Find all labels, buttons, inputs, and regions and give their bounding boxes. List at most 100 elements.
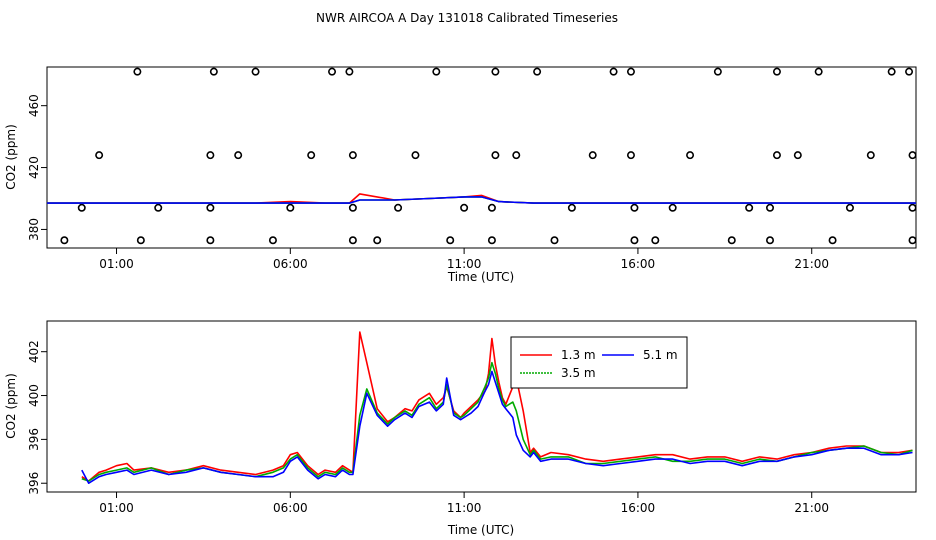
legend-box xyxy=(510,336,688,389)
data-point xyxy=(766,236,775,245)
data-point xyxy=(234,151,243,160)
y-tick-label: 396 xyxy=(27,428,41,451)
chart-title: NWR AIRCOA A Day 131018 Calibrated Times… xyxy=(316,11,618,25)
data-point xyxy=(95,151,104,160)
y-tick-label: 396 xyxy=(27,472,41,495)
plot-frame-top xyxy=(46,66,917,249)
x-tick-label: 01:00 xyxy=(99,257,134,271)
data-point xyxy=(908,151,917,160)
x-tick-label: 06:00 xyxy=(273,501,308,515)
data-point xyxy=(136,236,145,245)
data-point xyxy=(567,203,576,212)
data-point xyxy=(772,67,781,76)
data-point xyxy=(460,203,469,212)
scatter-points xyxy=(60,67,917,245)
x-tick-label: 16:00 xyxy=(621,501,656,515)
data-point xyxy=(845,203,854,212)
x-tick-label: 06:00 xyxy=(273,257,308,271)
legend: 1.3 m 5.1 m 3.5 m xyxy=(510,336,688,389)
data-point xyxy=(487,236,496,245)
y-axis-label-top: CO2 (ppm) xyxy=(4,124,18,190)
series-lines-bottom xyxy=(81,331,913,484)
data-point xyxy=(651,236,660,245)
data-point xyxy=(533,67,542,76)
legend-label-1.3m: 1.3 m xyxy=(561,348,596,362)
data-point xyxy=(772,151,781,160)
series-line-3.5m xyxy=(81,361,913,482)
legend-label-3.5m: 3.5 m xyxy=(561,366,596,380)
series-line-top-1 xyxy=(47,196,916,204)
data-point xyxy=(206,151,215,160)
data-point xyxy=(793,151,802,160)
data-point xyxy=(866,151,875,160)
x-tick-label: 01:00 xyxy=(99,501,134,515)
data-point xyxy=(630,203,639,212)
x-axis-label-bottom: Time (UTC) xyxy=(447,523,514,537)
data-point xyxy=(348,236,357,245)
data-point xyxy=(630,236,639,245)
data-point xyxy=(905,67,914,76)
y-axis-top: 380 420 460 xyxy=(27,94,47,241)
data-point xyxy=(668,203,677,212)
data-point xyxy=(491,151,500,160)
plot-frame-bottom xyxy=(46,320,917,493)
data-point xyxy=(268,236,277,245)
x-tick-label: 21:00 xyxy=(794,501,829,515)
data-point xyxy=(727,236,736,245)
data-point xyxy=(348,151,357,160)
series-line-top-2 xyxy=(47,196,916,204)
data-point xyxy=(446,236,455,245)
y-axis-bottom: 396 396 400 402 xyxy=(27,340,47,495)
data-point xyxy=(908,203,917,212)
data-point xyxy=(307,151,316,160)
data-point xyxy=(411,151,420,160)
data-point xyxy=(394,203,403,212)
data-point xyxy=(154,203,163,212)
x-axis-label-top: Time (UTC) xyxy=(447,270,514,284)
legend-label-5.1m: 5.1 m xyxy=(643,348,678,362)
data-point xyxy=(550,236,559,245)
data-point xyxy=(77,203,86,212)
x-tick-label: 11:00 xyxy=(447,501,482,515)
series-line-5.1m xyxy=(81,370,913,484)
data-point xyxy=(206,203,215,212)
x-tick-label: 16:00 xyxy=(621,257,656,271)
data-point xyxy=(487,203,496,212)
data-point xyxy=(713,67,722,76)
data-point xyxy=(609,67,618,76)
x-axis-top: 01:00 06:00 11:00 16:00 21:00 xyxy=(99,248,829,271)
y-tick-label: 400 xyxy=(27,384,41,407)
x-tick-label: 11:00 xyxy=(447,257,482,271)
y-tick-label: 380 xyxy=(27,218,41,241)
data-point xyxy=(491,67,500,76)
data-point xyxy=(686,151,695,160)
x-tick-label: 21:00 xyxy=(794,257,829,271)
data-point xyxy=(60,236,69,245)
data-point xyxy=(588,151,597,160)
y-tick-label: 402 xyxy=(27,340,41,363)
panel-scatter: 01:00 06:00 11:00 16:00 21:00 380 420 460 Time… xyxy=(4,66,917,284)
data-point xyxy=(626,67,635,76)
series-line-top-0 xyxy=(47,193,916,204)
series-lines-top xyxy=(47,193,916,204)
data-point xyxy=(348,203,357,212)
data-point xyxy=(328,67,337,76)
data-point xyxy=(251,67,260,76)
data-point xyxy=(286,203,295,212)
data-point xyxy=(209,67,218,76)
y-tick-label: 460 xyxy=(27,94,41,117)
data-point xyxy=(814,67,823,76)
data-point xyxy=(133,67,142,76)
data-point xyxy=(908,236,917,245)
data-point xyxy=(345,67,354,76)
data-point xyxy=(432,67,441,76)
data-point xyxy=(373,236,382,245)
data-point xyxy=(512,151,521,160)
panel-line: 01:00 06:00 11:00 16:00 21:00 396 396 400 402 T… xyxy=(4,320,917,537)
data-point xyxy=(887,67,896,76)
y-tick-label: 420 xyxy=(27,156,41,179)
data-point xyxy=(626,151,635,160)
data-point xyxy=(745,203,754,212)
